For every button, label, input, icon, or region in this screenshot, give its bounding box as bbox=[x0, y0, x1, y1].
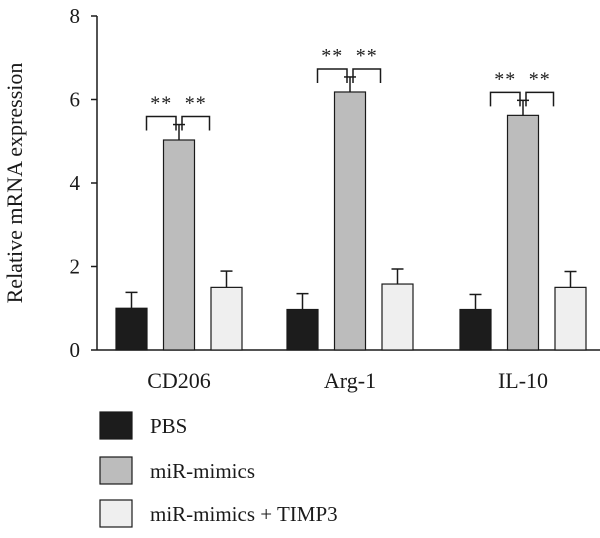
y-axis-title: Relative mRNA expression bbox=[2, 63, 27, 304]
legend: PBS miR-mimics miR-mimics + TIMP3 bbox=[99, 411, 338, 528]
significance-group: ** ** ** ** ** ** bbox=[145, 45, 555, 131]
y-tick-label: 0 bbox=[70, 338, 81, 362]
legend-label: miR-mimics + TIMP3 bbox=[150, 502, 338, 526]
category-label: CD206 bbox=[147, 368, 211, 393]
y-tick-label: 4 bbox=[70, 171, 81, 195]
significance-label: ** bbox=[185, 93, 207, 115]
bar bbox=[381, 283, 414, 351]
bar bbox=[333, 91, 367, 351]
legend-swatch bbox=[99, 499, 133, 528]
significance-label: ** bbox=[494, 68, 516, 90]
significance-label: ** bbox=[321, 45, 343, 67]
category-label: Arg-1 bbox=[324, 368, 376, 393]
significance-bracket bbox=[352, 68, 382, 83]
y-tick-label: 2 bbox=[70, 255, 81, 279]
legend-label: PBS bbox=[150, 414, 187, 438]
significance-bracket bbox=[525, 91, 555, 107]
significance-bracket bbox=[489, 91, 521, 107]
bar bbox=[286, 308, 319, 351]
bar bbox=[210, 286, 243, 351]
bar bbox=[554, 286, 587, 351]
bar bbox=[115, 307, 148, 351]
legend-swatch bbox=[99, 456, 133, 485]
bar bbox=[506, 114, 540, 351]
significance-bracket bbox=[316, 68, 348, 83]
significance-bracket bbox=[145, 115, 177, 131]
significance-label: ** bbox=[150, 93, 172, 115]
significance-label: ** bbox=[529, 68, 551, 90]
category-label: IL-10 bbox=[498, 368, 548, 393]
significance-label: ** bbox=[356, 45, 378, 67]
y-tick-label: 6 bbox=[70, 88, 81, 112]
legend-swatch bbox=[99, 411, 133, 440]
significance-bracket bbox=[181, 115, 211, 131]
bar bbox=[162, 139, 196, 351]
legend-label: miR-mimics bbox=[150, 459, 255, 483]
bar bbox=[459, 308, 492, 351]
y-tick-label: 8 bbox=[70, 4, 81, 28]
bars-group: CD206 Arg-1 IL-10 bbox=[115, 76, 587, 393]
